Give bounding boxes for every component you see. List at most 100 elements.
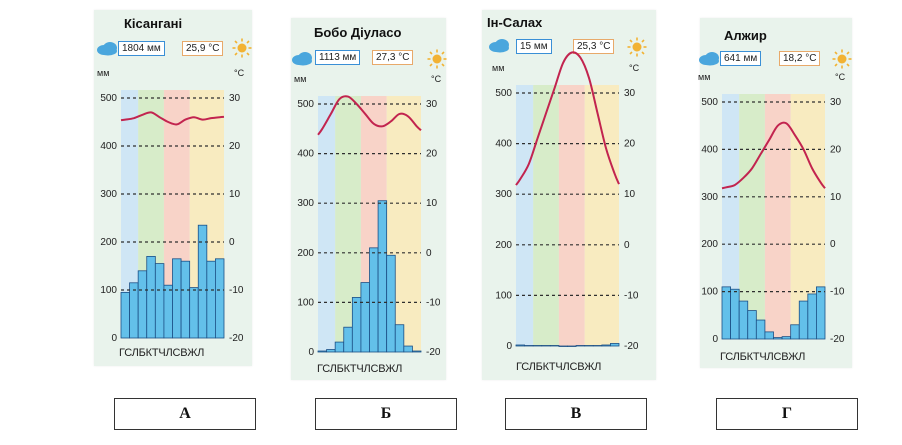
average-temperature-value: 27,3 °C <box>372 50 414 65</box>
temperature-tick-label: -10 <box>624 290 639 301</box>
average-temperature-value: 25,3 °C <box>573 39 615 54</box>
precipitation-bar <box>215 258 225 339</box>
cloud-icon <box>488 37 510 58</box>
temperature-tick-label: -20 <box>830 334 845 345</box>
precipitation-tick-label: 300 <box>495 189 512 200</box>
precipitation-bar <box>524 345 534 347</box>
precipitation-bar <box>781 336 792 340</box>
precipitation-bar <box>326 349 336 353</box>
precipitation-bar <box>730 288 740 340</box>
sun-icon <box>232 38 252 63</box>
precipitation-bar <box>532 345 543 347</box>
temperature-tick-label: -20 <box>426 347 441 358</box>
temperature-tick-label: 10 <box>830 192 842 203</box>
temperature-tick-label: 10 <box>624 189 636 200</box>
answer-box-b[interactable]: Б <box>315 398 457 430</box>
temperature-line <box>515 51 620 186</box>
precipitation-tick-label: 500 <box>701 97 718 108</box>
temperature-tick-label: 30 <box>830 97 842 108</box>
precipitation-bar <box>146 255 156 339</box>
temperature-tick-label: -10 <box>426 297 441 308</box>
spring-band <box>739 94 765 339</box>
temperature-tick-label: -20 <box>624 341 639 352</box>
precipitation-tick-label: 0 <box>111 333 117 344</box>
temperature-tick-label: 20 <box>830 144 842 155</box>
climate-chart-svg: 500 30 400 20 300 10 200 0 100 -10 0 -20 <box>297 95 441 358</box>
precipitation-bar <box>764 331 774 340</box>
precipitation-tick-label: 100 <box>297 297 314 308</box>
sun-icon <box>832 49 852 74</box>
precipitation-bar <box>790 324 800 340</box>
precipitation-tick-label: 0 <box>506 341 512 352</box>
precipitation-bar <box>180 260 191 339</box>
month-initials: ГСЛБКТЧЛСВЖЛ <box>720 351 806 363</box>
precipitation-bar <box>592 345 603 347</box>
summer-band <box>764 94 791 339</box>
precipitation-bar <box>154 263 165 339</box>
temperature-unit: °C <box>234 68 245 78</box>
precipitation-tick-label: 200 <box>701 239 718 250</box>
precipitation-tick-label: 0 <box>712 334 718 345</box>
average-temperature-value: 25,9 °C <box>182 41 224 56</box>
temperature-unit: °C <box>431 74 442 84</box>
station-title: Кісангані <box>124 16 183 31</box>
temperature-line <box>120 111 225 126</box>
precipitation-bar <box>567 345 577 347</box>
autumn-band <box>584 85 619 346</box>
annual-precipitation-value: 641 мм <box>720 51 762 66</box>
temperature-line <box>317 95 422 136</box>
precipitation-bar <box>747 310 757 340</box>
precipitation-bar <box>377 200 388 353</box>
precipitation-bar <box>360 282 370 353</box>
cloud-icon <box>96 40 118 61</box>
precipitation-bar <box>584 345 594 347</box>
climate-chart-svg: 500 30 400 20 300 10 200 0 100 -10 0 -20 <box>495 51 639 352</box>
precipitation-bar <box>137 270 148 339</box>
month-initials: ГСЛБКТЧЛСВЖЛ <box>317 363 403 375</box>
temperature-tick-label: -10 <box>830 287 845 298</box>
precipitation-tick-label: 300 <box>100 189 117 200</box>
annual-precipitation-value: 1113 мм <box>315 50 361 65</box>
precipitation-bar <box>334 341 345 353</box>
precipitation-tick-label: 200 <box>100 237 117 248</box>
precipitation-tick-label: 100 <box>100 285 117 296</box>
precipitation-unit: мм <box>294 74 307 84</box>
precipitation-bar <box>807 293 817 340</box>
precipitation-tick-label: 300 <box>701 192 718 203</box>
answer-box-v[interactable]: В <box>505 398 647 430</box>
temperature-unit: °C <box>629 63 640 73</box>
precipitation-bar <box>317 350 327 353</box>
precipitation-bar <box>412 350 422 353</box>
answer-box-g[interactable]: Г <box>716 398 858 430</box>
precipitation-bar <box>610 343 620 347</box>
temperature-tick-label: 20 <box>229 141 241 152</box>
precipitation-bar <box>394 324 405 353</box>
precipitation-tick-label: 100 <box>701 287 718 298</box>
precipitation-bar <box>386 254 396 353</box>
annual-precipitation-value: 1804 мм <box>118 41 165 56</box>
precipitation-bar <box>206 260 216 339</box>
answer-box-a[interactable]: А <box>114 398 256 430</box>
precipitation-bar <box>575 345 586 347</box>
precipitation-bar <box>369 247 379 353</box>
precipitation-bar <box>816 286 826 340</box>
precipitation-bar <box>601 344 611 347</box>
precipitation-bar <box>351 297 362 353</box>
precipitation-bar <box>798 300 809 340</box>
temperature-tick-label: 10 <box>426 198 438 209</box>
precipitation-unit: мм <box>97 68 110 78</box>
climate-chart-svg: 500 30 400 20 300 10 200 0 100 -10 0 -20 <box>701 94 845 345</box>
temperature-tick-label: 0 <box>229 237 235 248</box>
precipitation-bar <box>120 291 130 339</box>
precipitation-bar <box>172 258 182 339</box>
station-title: Бобо Діуласо <box>314 25 402 40</box>
precipitation-bar <box>403 345 413 353</box>
temperature-tick-label: 30 <box>624 88 636 99</box>
summer-band <box>558 85 585 346</box>
spring-band <box>533 85 559 346</box>
temperature-tick-label: 10 <box>229 189 241 200</box>
temperature-tick-label: -20 <box>229 333 244 344</box>
temperature-tick-label: 0 <box>426 248 432 259</box>
precipitation-tick-label: 100 <box>495 290 512 301</box>
precipitation-tick-label: 500 <box>495 88 512 99</box>
